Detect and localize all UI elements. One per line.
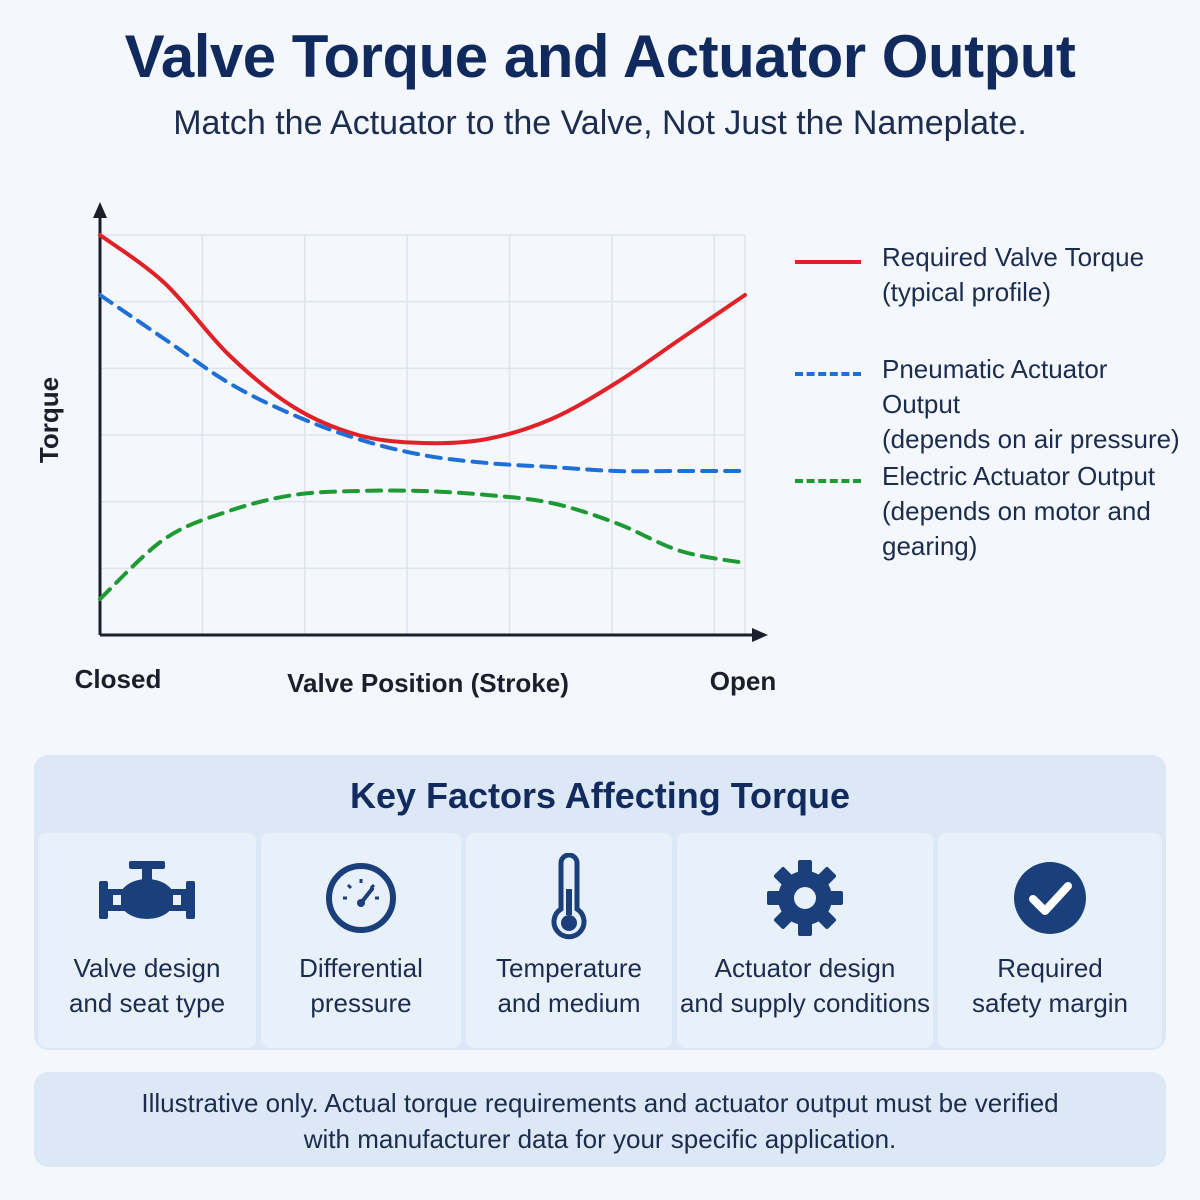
series-line-pneumatic-output xyxy=(98,293,747,474)
torque-chart: Torque Valve Position (Stroke) Closed Open xyxy=(0,190,1200,720)
x-tick-label-open: Open xyxy=(710,666,776,696)
legend-sublabel-pneumatic: (depends on air pressure) xyxy=(882,424,1180,454)
x-tick-label-closed: Closed xyxy=(75,664,162,694)
factor-label-line: Valve design xyxy=(73,953,221,983)
thermometer-icon xyxy=(466,853,672,943)
valve-icon xyxy=(38,853,256,943)
factor-label-line: and seat type xyxy=(68,988,226,1018)
legend-sublabel-electric-1: (depends on motor and xyxy=(882,496,1151,526)
factor-label-line: Required xyxy=(997,953,1103,983)
factor-card-valve-design: Valve design and seat type xyxy=(38,833,256,1048)
checkmark-circle-icon xyxy=(938,853,1162,943)
y-axis-label: Torque xyxy=(34,377,64,463)
disclaimer-line: with manufacturer data for your specific… xyxy=(303,1124,897,1154)
factor-card-safety-margin: Required safety margin xyxy=(938,833,1162,1048)
factor-card-differential-pressure: Differential pressure xyxy=(261,833,461,1048)
factor-label-line: and supply conditions xyxy=(679,988,931,1018)
series-line-electric-output xyxy=(98,488,747,601)
series-line-required-torque xyxy=(98,233,747,446)
page-title: Valve Torque and Actuator Output xyxy=(124,23,1076,90)
factor-label-line: and medium xyxy=(497,988,641,1018)
x-axis-label: Valve Position (Stroke) xyxy=(287,668,569,698)
factor-label-line: Actuator design xyxy=(714,953,896,983)
legend-label-required-torque: Required Valve Torque xyxy=(882,242,1145,272)
legend-swatch-pneumatic xyxy=(795,372,861,376)
factor-label-line: safety margin xyxy=(971,988,1129,1018)
pressure-gauge-icon xyxy=(261,853,461,943)
gear-icon xyxy=(677,853,933,943)
page-subtitle: Match the Actuator to the Valve, Not Jus… xyxy=(173,104,1027,142)
legend-label-pneumatic: Pneumatic Actuator Output xyxy=(882,354,1108,419)
factor-card-temperature: Temperature and medium xyxy=(466,833,672,1048)
legend-swatch-electric xyxy=(795,479,861,483)
disclaimer-line: Illustrative only. Actual torque require… xyxy=(141,1088,1059,1118)
torque-chart-svg: Torque Valve Position (Stroke) Closed Open xyxy=(34,202,776,698)
legend-swatch-required-torque xyxy=(795,260,861,264)
legend-label-electric: Electric Actuator Output xyxy=(882,461,1156,491)
x-axis-arrow xyxy=(752,628,768,642)
factor-card-actuator-design: Actuator design and supply conditions xyxy=(677,833,933,1048)
factor-label-line: Differential xyxy=(299,953,423,983)
y-axis-arrow xyxy=(93,202,107,218)
legend-sublabel-electric-2: gearing) xyxy=(882,531,978,561)
factor-label-line: Temperature xyxy=(496,953,642,983)
key-factors-title: Key Factors Affecting Torque xyxy=(349,775,851,816)
disclaimer-note: Illustrative only. Actual torque require… xyxy=(34,1072,1166,1167)
legend-sublabel-required-torque: (typical profile) xyxy=(882,277,1052,307)
key-factors-panel: Key Factors Affecting Torque Valve desig… xyxy=(34,755,1166,1050)
factor-label-line: pressure xyxy=(310,988,412,1018)
